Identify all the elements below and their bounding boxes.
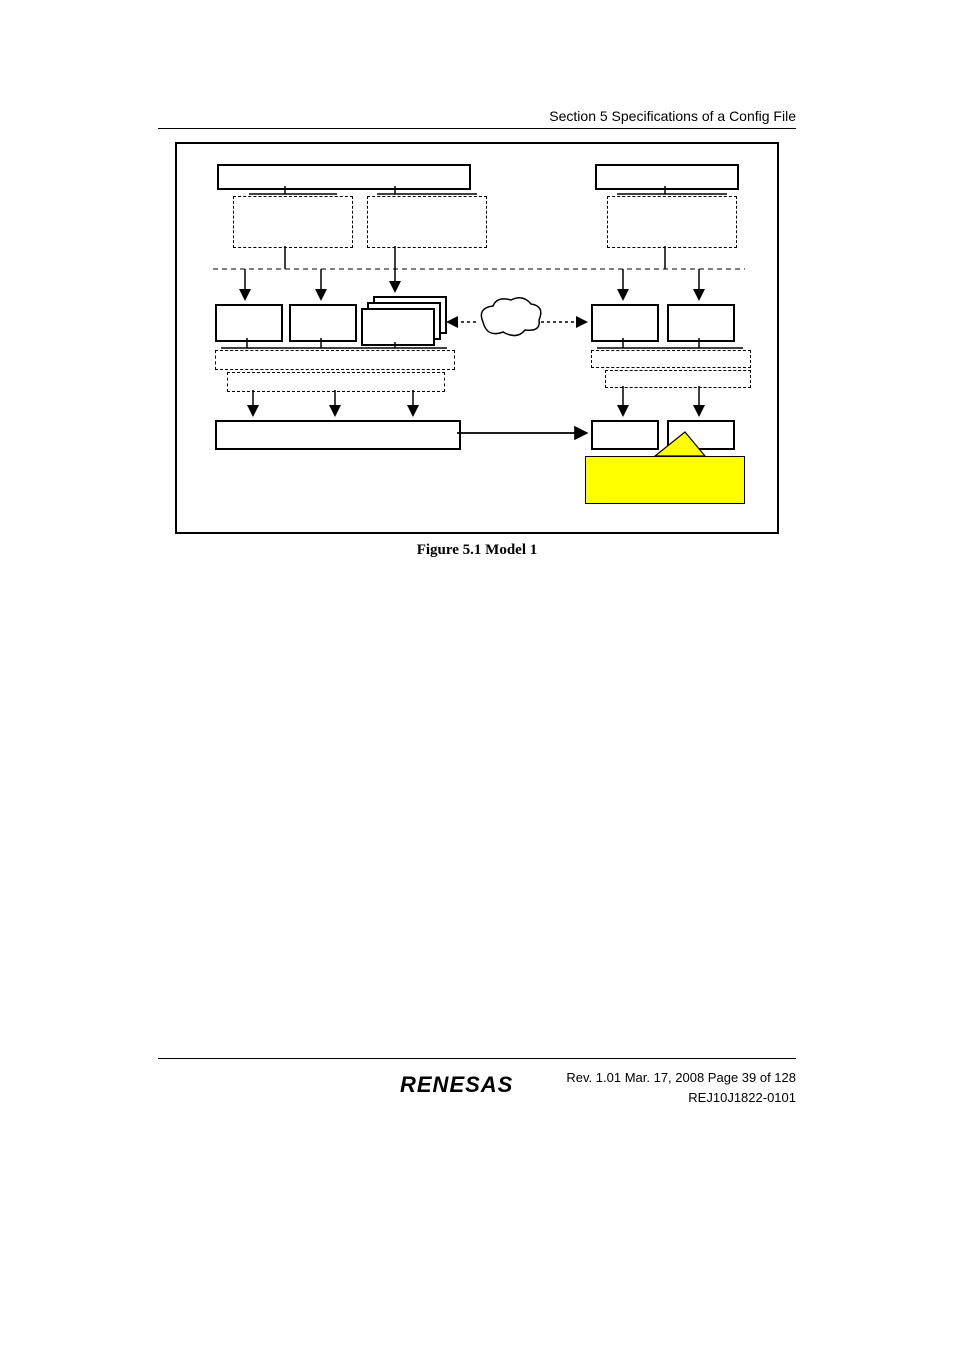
page: Section 5 Specifications of a Config Fil… <box>0 0 954 1350</box>
footer-text: Rev. 1.01 Mar. 17, 2008 Page 39 of 128 R… <box>566 1068 796 1107</box>
renesas-logo: RENESAS <box>400 1072 513 1098</box>
figure-outer-box <box>175 142 779 534</box>
footer-doc-id: REJ10J1822-0101 <box>688 1090 796 1105</box>
figure-caption: Figure 5.1 Model 1 <box>0 542 954 559</box>
callout-highlight <box>585 456 745 504</box>
footer-rule <box>158 1058 796 1059</box>
header-rule <box>158 128 796 129</box>
section-header: Section 5 Specifications of a Config Fil… <box>549 108 796 124</box>
footer-rev-line: Rev. 1.01 Mar. 17, 2008 Page 39 of 128 <box>566 1070 796 1085</box>
